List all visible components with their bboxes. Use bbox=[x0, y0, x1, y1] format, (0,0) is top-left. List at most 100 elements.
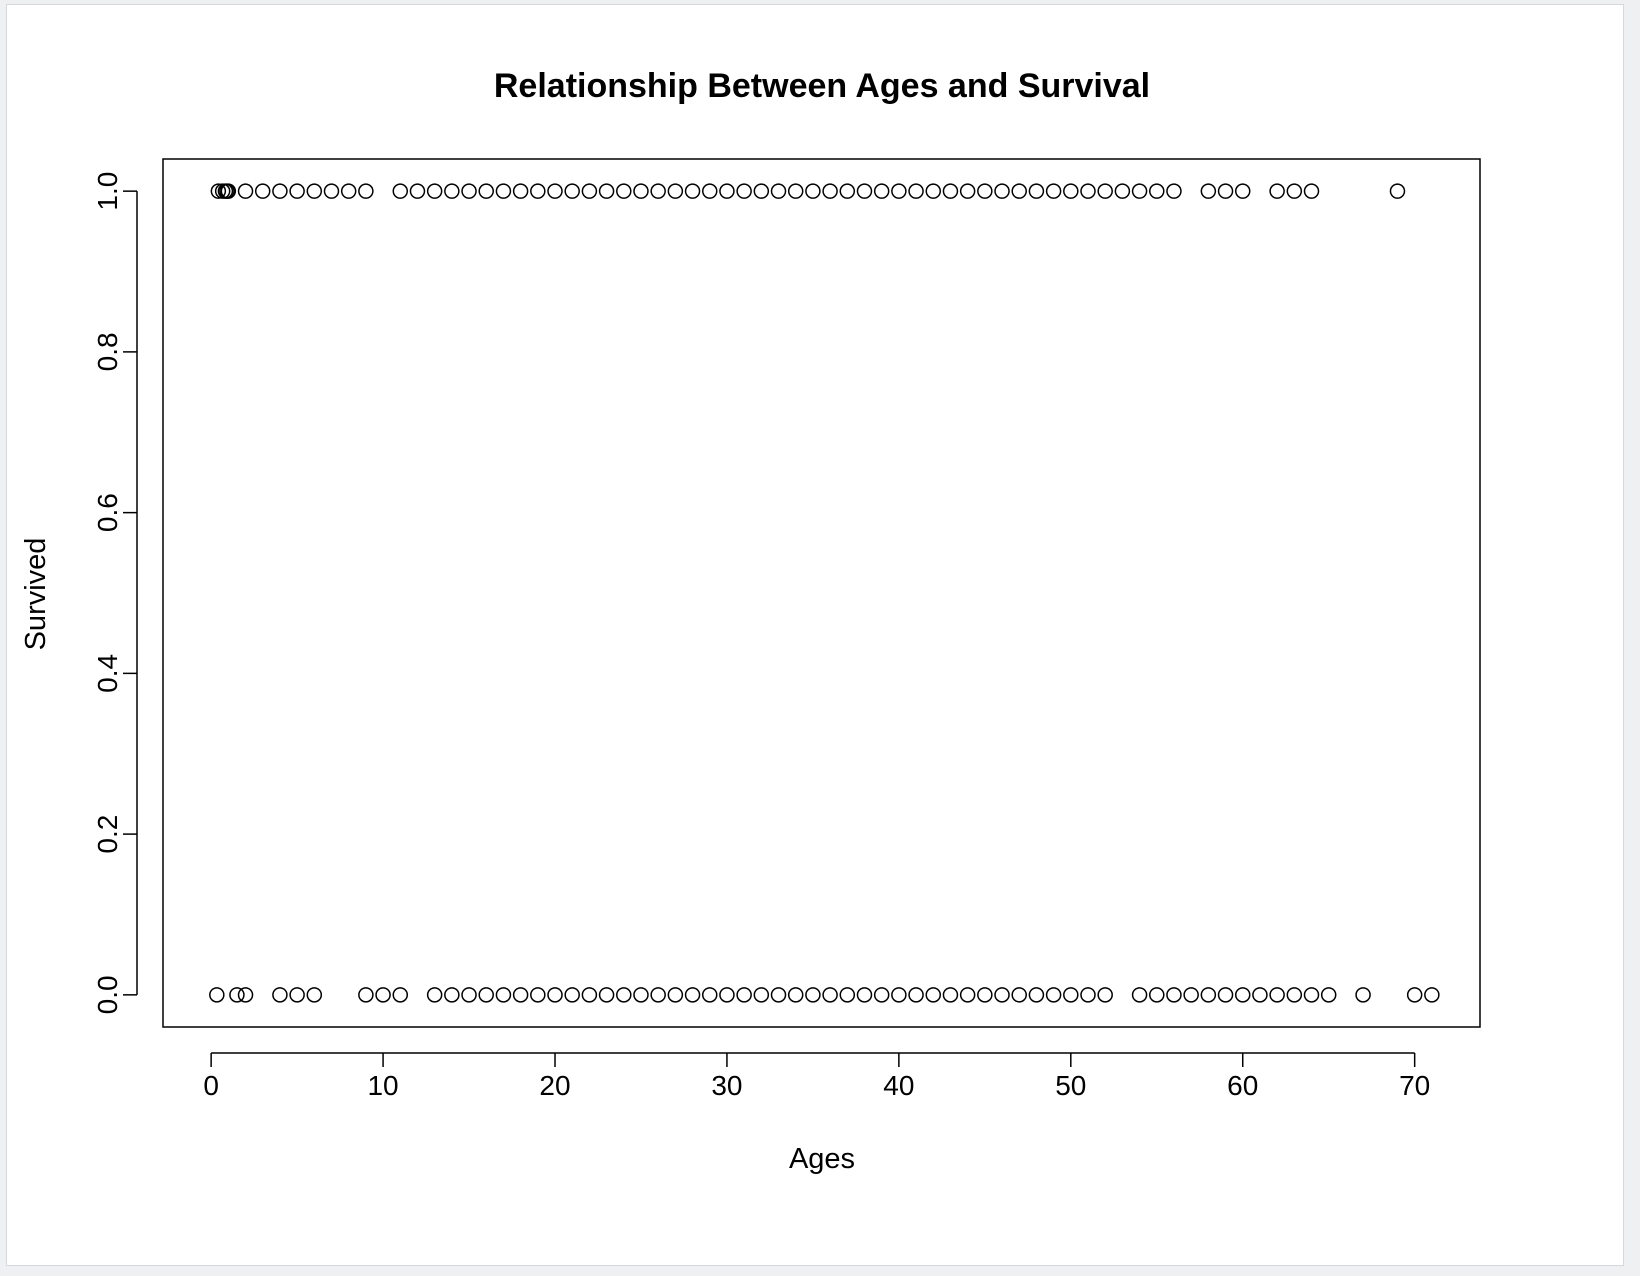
data-point bbox=[1286, 987, 1303, 1003]
data-point bbox=[753, 987, 770, 1003]
y-tick-label: 0.0 bbox=[92, 975, 123, 1014]
data-point bbox=[1217, 183, 1234, 199]
data-point bbox=[461, 987, 477, 1003]
data-point bbox=[581, 183, 598, 199]
data-point bbox=[736, 987, 752, 1003]
data-point bbox=[736, 183, 752, 199]
data-point bbox=[684, 183, 701, 199]
data-point bbox=[409, 183, 426, 199]
data-point bbox=[873, 987, 890, 1003]
data-point bbox=[1011, 987, 1027, 1003]
data-point bbox=[564, 987, 580, 1003]
data-point bbox=[839, 987, 856, 1003]
data-point bbox=[237, 183, 254, 199]
data-point bbox=[323, 183, 340, 199]
data-point bbox=[1097, 183, 1113, 199]
data-point bbox=[426, 183, 443, 199]
data-point bbox=[1252, 987, 1268, 1003]
data-point bbox=[512, 183, 529, 199]
data-point bbox=[701, 183, 718, 199]
data-point bbox=[667, 183, 684, 199]
data-point bbox=[908, 183, 924, 199]
data-point bbox=[1355, 987, 1371, 1003]
data-point bbox=[1303, 183, 1320, 199]
scatter-plot: Relationship Between Ages and Survival 0… bbox=[20, 67, 1481, 1175]
data-point bbox=[581, 987, 598, 1003]
data-point bbox=[1045, 987, 1062, 1003]
data-point bbox=[478, 183, 494, 199]
data-point bbox=[306, 183, 323, 199]
data-point bbox=[856, 183, 873, 199]
data-point bbox=[358, 987, 374, 1003]
data-point bbox=[272, 183, 288, 199]
data-point bbox=[530, 987, 546, 1003]
data-point bbox=[667, 987, 684, 1003]
data-point bbox=[805, 183, 821, 199]
data-point bbox=[495, 987, 512, 1003]
data-point bbox=[959, 183, 976, 199]
data-point bbox=[1269, 987, 1285, 1003]
data-point bbox=[805, 987, 821, 1003]
data-point bbox=[994, 987, 1010, 1003]
data-point bbox=[1166, 183, 1182, 199]
data-point bbox=[1424, 987, 1440, 1003]
y-tick-label: 0.8 bbox=[92, 332, 123, 371]
data-point bbox=[891, 987, 907, 1003]
data-point bbox=[1286, 183, 1303, 199]
data-point bbox=[787, 987, 804, 1003]
data-point bbox=[1406, 987, 1423, 1003]
data-point bbox=[392, 183, 409, 199]
data-point bbox=[237, 987, 254, 1003]
data-point bbox=[770, 987, 787, 1003]
data-point bbox=[1166, 987, 1182, 1003]
data-point bbox=[1114, 183, 1131, 199]
data-point bbox=[719, 987, 735, 1003]
chart-title: Relationship Between Ages and Survival bbox=[494, 67, 1150, 105]
data-point bbox=[1149, 183, 1165, 199]
data-point bbox=[1183, 987, 1199, 1003]
y-axis-label: Survived bbox=[20, 538, 52, 651]
y-axis: 0.0 0.2 0.4 0.6 0.8 1.0 bbox=[92, 172, 138, 1014]
x-axis-label: Ages bbox=[789, 1143, 855, 1175]
x-tick-label: 70 bbox=[1399, 1070, 1430, 1101]
data-point bbox=[959, 987, 976, 1003]
data-point bbox=[994, 183, 1010, 199]
data-point bbox=[1097, 987, 1113, 1003]
data-point bbox=[495, 183, 512, 199]
data-point bbox=[1063, 987, 1079, 1003]
chart-frame: Relationship Between Ages and Survival 0… bbox=[6, 4, 1624, 1266]
y-tick-label: 0.4 bbox=[92, 654, 123, 693]
data-point bbox=[461, 183, 477, 199]
data-point bbox=[289, 987, 305, 1003]
data-point bbox=[942, 987, 959, 1003]
data-point bbox=[1063, 183, 1079, 199]
data-point bbox=[977, 183, 993, 199]
x-tick-label: 10 bbox=[367, 1070, 398, 1101]
data-point bbox=[977, 987, 993, 1003]
data-point bbox=[719, 183, 735, 199]
data-point bbox=[891, 183, 907, 199]
data-point bbox=[633, 987, 649, 1003]
data-point bbox=[925, 987, 942, 1003]
data-point bbox=[1080, 183, 1096, 199]
data-point bbox=[633, 183, 649, 199]
data-point bbox=[375, 987, 391, 1003]
data-point bbox=[942, 183, 959, 199]
data-point bbox=[229, 987, 245, 1003]
data-point bbox=[512, 987, 529, 1003]
data-point bbox=[598, 183, 615, 199]
data-point bbox=[753, 183, 770, 199]
data-point bbox=[426, 987, 443, 1003]
y-tick-label: 0.2 bbox=[92, 815, 123, 854]
data-point bbox=[616, 183, 632, 199]
data-point bbox=[547, 987, 563, 1003]
x-axis: 0 10 20 30 40 50 60 70 bbox=[203, 1052, 1430, 1101]
data-point bbox=[1131, 183, 1148, 199]
data-point bbox=[616, 987, 632, 1003]
data-point bbox=[1234, 183, 1251, 199]
data-point bbox=[1200, 183, 1217, 199]
data-point bbox=[254, 183, 271, 199]
x-tick-label: 50 bbox=[1055, 1070, 1086, 1101]
data-points bbox=[209, 183, 1440, 1003]
x-tick-label: 0 bbox=[203, 1070, 219, 1101]
